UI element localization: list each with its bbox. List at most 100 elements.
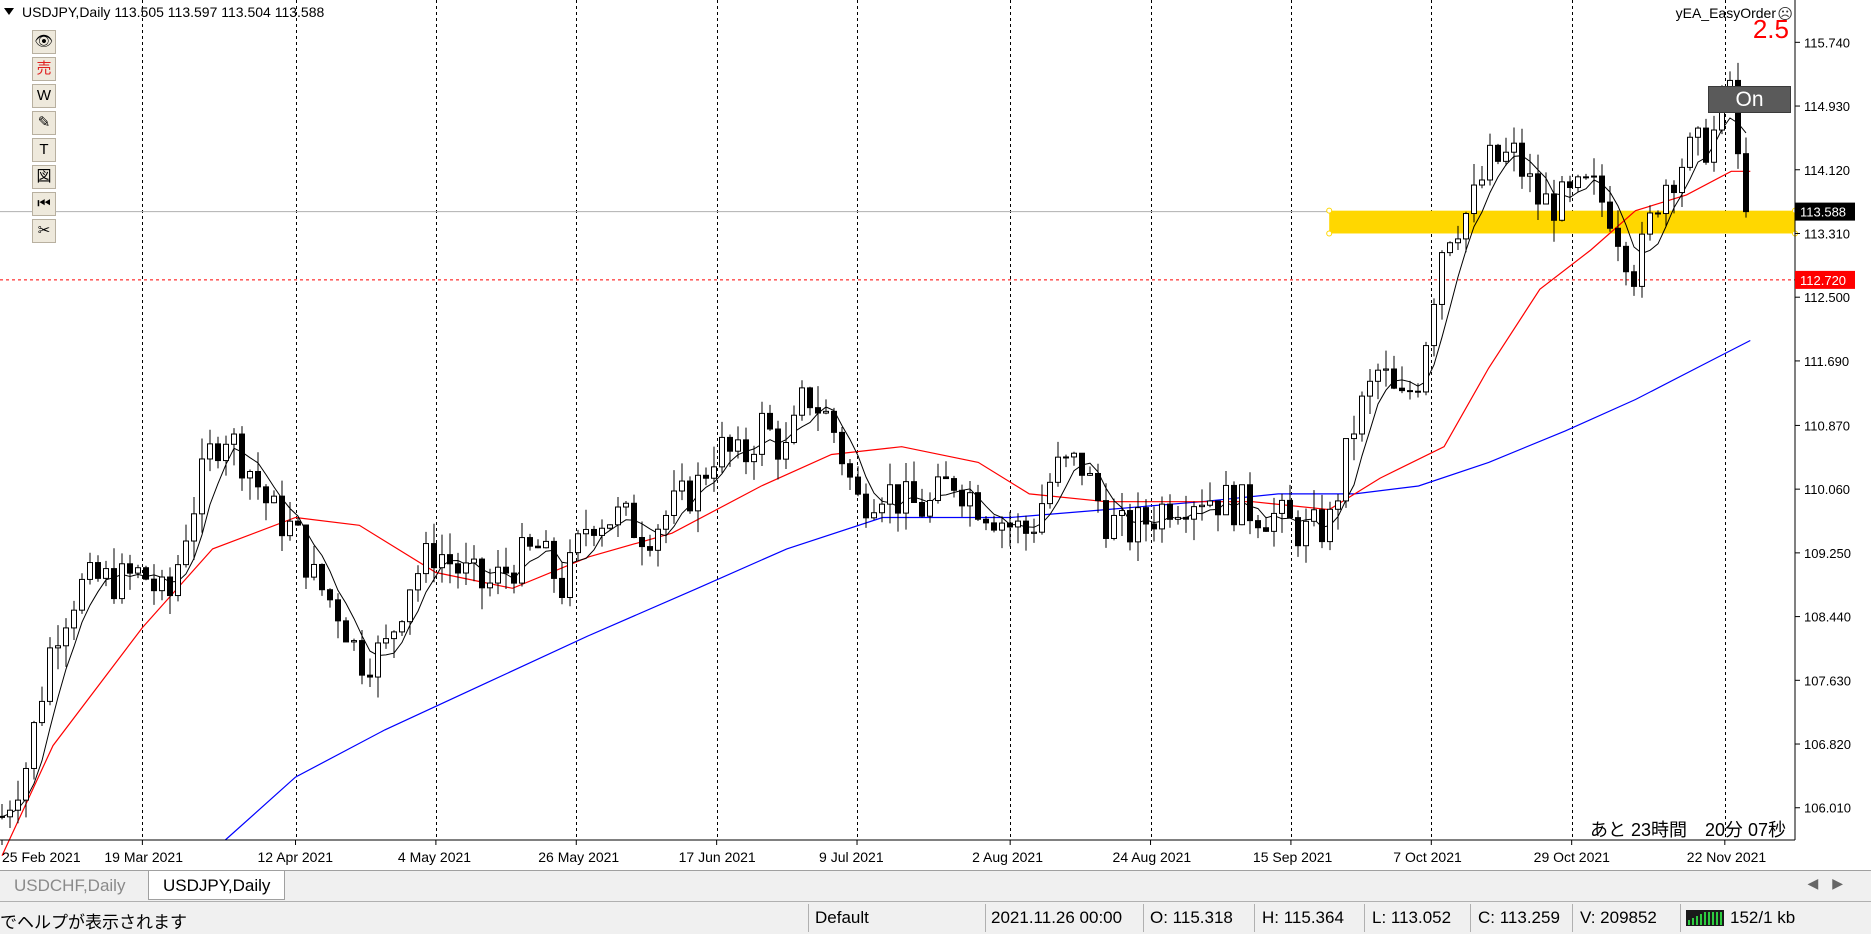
price-axis-label: 110.870 [1804, 418, 1850, 433]
bearish-candle [95, 562, 101, 579]
bearish-candle [303, 524, 309, 578]
status-high: H: 115.364 [1262, 908, 1344, 927]
tab-scroll-left-icon[interactable]: ◀ [1807, 875, 1833, 891]
tab-scroll-right-icon[interactable]: ▶ [1832, 875, 1857, 891]
bearish-candle [431, 543, 437, 569]
status-open: O: 115.318 [1150, 908, 1233, 927]
bullish-candle [927, 500, 933, 517]
bullish-candle [1559, 181, 1565, 221]
bullish-candle [999, 522, 1005, 531]
bullish-candle [679, 480, 685, 492]
date-axis-label: 17 Jun 2021 [679, 849, 756, 865]
bullish-candle [519, 537, 525, 584]
bullish-candle [1335, 500, 1341, 510]
bullish-candle [1239, 484, 1245, 526]
date-axis-label: 29 Oct 2021 [1534, 849, 1610, 865]
bearish-candle [367, 674, 373, 678]
bearish-candle [1535, 173, 1541, 205]
zone-handle [1326, 207, 1333, 214]
bearish-candle [1655, 212, 1661, 215]
bearish-candle [1735, 79, 1741, 155]
bearish-candle [559, 577, 565, 599]
bullish-candle [271, 495, 277, 504]
bearish-candle [1151, 523, 1157, 530]
bullish-candle [663, 514, 669, 530]
bullish-candle [1279, 499, 1285, 514]
date-axis-label: 15 Sep 2021 [1253, 849, 1333, 865]
tab-usdchf-daily[interactable]: USDCHF,Daily [14, 876, 126, 895]
pencil-icon[interactable]: ✎ [32, 111, 56, 135]
bearish-candle [1631, 271, 1637, 287]
bearish-candle [1391, 368, 1397, 389]
bullish-candle [231, 433, 237, 445]
bullish-candle [119, 563, 125, 600]
tab-scroll-arrows[interactable]: ◀▶ [1807, 875, 1857, 892]
bearish-candle [847, 463, 853, 478]
status-traffic: 152/1 kb [1730, 908, 1796, 927]
w-icon[interactable]: W [32, 84, 56, 108]
bearish-candle [639, 536, 645, 548]
bullish-candle [1575, 176, 1581, 189]
bullish-candle [191, 513, 197, 542]
eye-icon[interactable]: 👁 [32, 30, 56, 54]
bullish-candle [567, 552, 573, 599]
status-profile[interactable]: Default [815, 908, 869, 927]
sell-icon[interactable]: 売 [32, 57, 56, 81]
bullish-candle [1207, 500, 1213, 506]
bearish-candle [551, 540, 557, 579]
bullish-candle [1463, 213, 1469, 240]
status-low: L: 113.052 [1372, 908, 1452, 927]
rewind-icon[interactable]: ⏮ [32, 192, 56, 216]
price-chart[interactable]: 115.740 114.930 114.120 113.310 112.500 111.6… [0, 0, 1871, 870]
price-zone-rectangle [1329, 210, 1795, 234]
price-axis-label: 108.440 [1804, 610, 1851, 625]
bullish-candle [351, 640, 357, 643]
bullish-candle [1375, 369, 1381, 382]
bearish-candle [807, 387, 813, 409]
bullish-candle [463, 562, 469, 574]
bearish-candle [1671, 184, 1677, 194]
bullish-candle [1223, 484, 1229, 516]
bullish-candle [103, 568, 109, 579]
bullish-candle [1303, 520, 1309, 547]
date-axis-label: 7 Oct 2021 [1393, 849, 1462, 865]
bullish-candle [71, 609, 77, 629]
bearish-candle [591, 528, 597, 536]
price-axis-label: 114.120 [1804, 163, 1850, 178]
bullish-candle [487, 582, 493, 589]
date-axis-label: 24 Aug 2021 [1113, 849, 1192, 865]
bullish-candle [23, 767, 29, 801]
bearish-candle [1583, 176, 1589, 179]
tab-usdjpy-daily[interactable]: USDJPY,Daily [148, 871, 286, 900]
bearish-candle [151, 578, 157, 592]
bullish-candle [495, 566, 501, 584]
bullish-candle [375, 642, 381, 678]
bullish-candle [1423, 345, 1429, 393]
ea-on-button[interactable]: On [1708, 86, 1791, 113]
zone-handle [1326, 230, 1333, 237]
bearish-candle [975, 492, 981, 520]
ea-name-label: yEA_EasyOrder [1675, 5, 1776, 21]
bearish-candle [343, 620, 349, 643]
bearish-candle [1295, 517, 1301, 547]
chart-area[interactable]: 115.740 114.930 114.120 113.310 112.500 111.6… [0, 0, 1871, 870]
price-axis-label: 112.500 [1804, 290, 1850, 305]
chart-tab-bar: USDCHF,Daily USDJPY,Daily ◀▶ [0, 870, 1871, 901]
scissors-icon[interactable]: ✂ [32, 219, 56, 243]
bullish-candle [175, 564, 181, 597]
bullish-candle [1447, 242, 1453, 254]
bullish-candle [31, 722, 37, 769]
bearish-candle [1319, 509, 1325, 543]
ma-long-line [224, 339, 1751, 841]
shape-icon[interactable]: 図 [32, 165, 56, 189]
bearish-candle [911, 481, 917, 503]
bearish-candle [479, 558, 485, 589]
bullish-candle [1119, 510, 1125, 516]
bullish-candle [439, 554, 445, 569]
status-close: C: 113.259 [1478, 908, 1560, 927]
chart-menu-arrow-icon[interactable] [4, 8, 14, 15]
text-icon[interactable]: T [32, 138, 56, 162]
bullish-candle [1647, 212, 1653, 235]
bullish-candle [791, 414, 797, 444]
connection-signal-icon [1686, 910, 1724, 926]
